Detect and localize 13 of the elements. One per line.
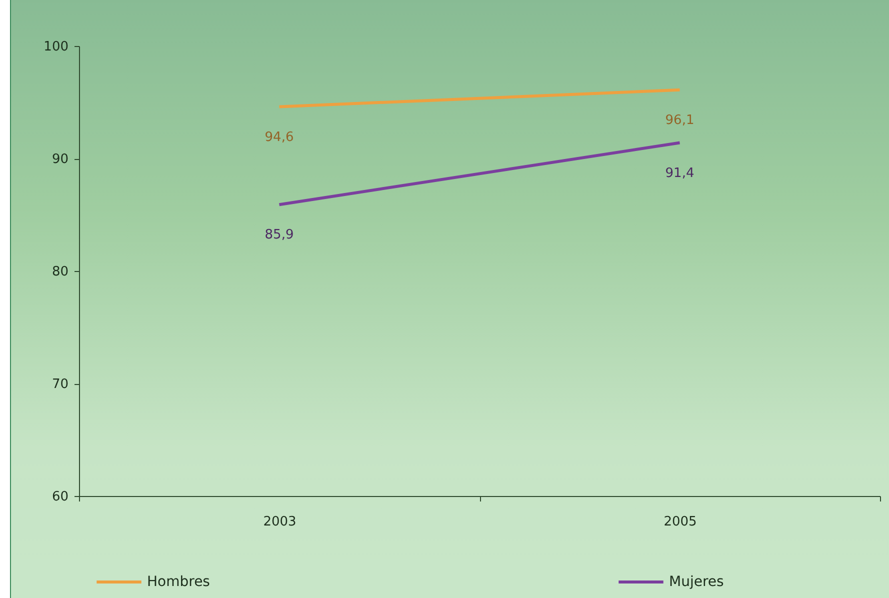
legend-label: Mujeres	[669, 574, 724, 590]
y-tick-label: 60	[52, 490, 68, 504]
y-tick-label: 70	[52, 377, 68, 392]
x-tick-label: 2003	[263, 514, 296, 530]
y-tick-label: 100	[44, 40, 68, 54]
x-tick-label: 2005	[664, 514, 697, 530]
data-label: 96,1	[665, 112, 694, 128]
y-tick-label: 80	[52, 264, 68, 280]
data-label: 91,4	[665, 166, 694, 181]
y-tick-label: 90	[52, 152, 68, 167]
legend-label: Hombres	[147, 574, 210, 590]
data-label: 94,6	[264, 130, 294, 145]
data-label: 85,9	[264, 228, 294, 243]
